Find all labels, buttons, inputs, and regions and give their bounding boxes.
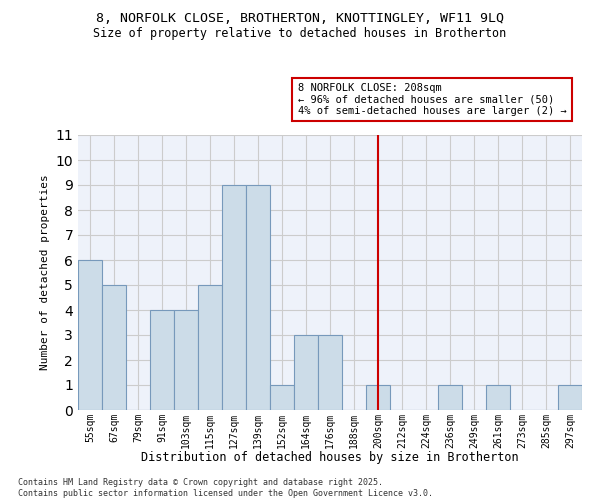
Bar — [198, 285, 222, 410]
Text: 8, NORFOLK CLOSE, BROTHERTON, KNOTTINGLEY, WF11 9LQ: 8, NORFOLK CLOSE, BROTHERTON, KNOTTINGLE… — [96, 12, 504, 26]
Bar — [294, 335, 318, 410]
Bar — [150, 310, 174, 410]
Bar — [270, 385, 294, 410]
Bar — [318, 335, 342, 410]
Bar — [174, 310, 198, 410]
Bar — [366, 385, 390, 410]
Bar — [558, 385, 582, 410]
X-axis label: Distribution of detached houses by size in Brotherton: Distribution of detached houses by size … — [141, 451, 519, 464]
Bar — [78, 260, 102, 410]
Text: 8 NORFOLK CLOSE: 208sqm
← 96% of detached houses are smaller (50)
4% of semi-det: 8 NORFOLK CLOSE: 208sqm ← 96% of detache… — [298, 83, 566, 116]
Bar — [102, 285, 126, 410]
Text: Size of property relative to detached houses in Brotherton: Size of property relative to detached ho… — [94, 28, 506, 40]
Bar — [222, 185, 246, 410]
Bar — [246, 185, 270, 410]
Bar — [486, 385, 510, 410]
Text: Contains HM Land Registry data © Crown copyright and database right 2025.
Contai: Contains HM Land Registry data © Crown c… — [18, 478, 433, 498]
Y-axis label: Number of detached properties: Number of detached properties — [40, 174, 50, 370]
Bar — [438, 385, 462, 410]
